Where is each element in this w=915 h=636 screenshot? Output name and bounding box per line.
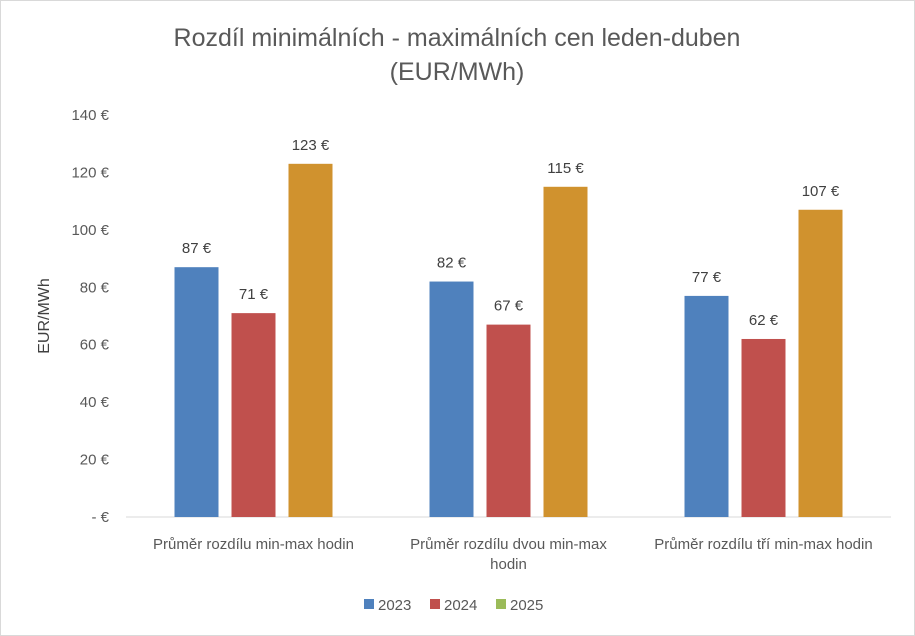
y-tick-label-100: 100 € — [71, 222, 109, 239]
bar-2024-cat-3 — [741, 338, 786, 517]
data-label-2023-cat-3: 77 € — [692, 269, 722, 286]
data-label-2025-cat-1: 123 € — [292, 137, 330, 154]
bar-2023-cat-1 — [174, 267, 219, 517]
y-tick-label-0: - € — [91, 509, 109, 526]
category-label-3-line-1: Průměr rozdílu tří min-max hodin — [654, 536, 872, 553]
chart-title-line-1: Rozdíl minimálních - maximálních cen led… — [174, 24, 741, 52]
legend-swatch-2025 — [496, 599, 506, 609]
legend-label-2024: 2024 — [444, 597, 477, 614]
category-label-1-line-1: Průměr rozdílu min-max hodin — [153, 536, 354, 553]
bar-2025-cat-3 — [798, 209, 843, 517]
legend-label-2025: 2025 — [510, 597, 543, 614]
data-label-2025-cat-2: 115 € — [547, 160, 584, 177]
data-label-2024-cat-1: 71 € — [239, 286, 269, 303]
category-label-2-line-1: Průměr rozdílu dvou min-max — [410, 536, 607, 553]
y-tick-label-140: 140 € — [71, 107, 109, 124]
data-label-2025-cat-3: 107 € — [802, 183, 840, 200]
bar-2023-cat-2 — [429, 281, 474, 517]
data-label-2024-cat-3: 62 € — [749, 312, 779, 329]
legend-swatch-2023 — [364, 599, 374, 609]
bar-2023-cat-3 — [684, 295, 729, 517]
y-tick-label-20: 20 € — [80, 452, 110, 469]
bar-2025-cat-1 — [288, 163, 333, 518]
data-label-2024-cat-2: 67 € — [494, 298, 524, 315]
data-label-2023-cat-2: 82 € — [437, 255, 467, 272]
y-tick-label-80: 80 € — [80, 279, 110, 296]
y-axis-title: EUR/MWh — [36, 278, 53, 354]
bar-2025-cat-2 — [543, 186, 588, 518]
data-label-2023-cat-1: 87 € — [182, 240, 212, 257]
bar-2024-cat-2 — [486, 324, 531, 517]
y-tick-label-60: 60 € — [80, 337, 110, 354]
chart-title-line-2: (EUR/MWh) — [390, 58, 525, 86]
category-label-2-line-2: hodin — [490, 556, 527, 573]
legend-swatch-2024 — [430, 599, 440, 609]
legend-label-2023: 2023 — [378, 597, 411, 614]
y-tick-label-120: 120 € — [71, 164, 109, 181]
y-tick-label-40: 40 € — [80, 394, 110, 411]
bar-2024-cat-1 — [231, 313, 276, 517]
